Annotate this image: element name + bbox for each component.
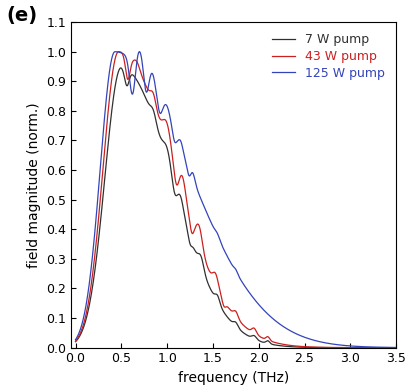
7 W pump bbox=[194, 250, 199, 255]
7 W pump bbox=[73, 339, 78, 344]
43 W pump bbox=[290, 343, 295, 348]
43 W pump bbox=[228, 308, 233, 313]
Line: 125 W pump: 125 W pump bbox=[76, 52, 396, 347]
43 W pump bbox=[194, 223, 199, 227]
43 W pump bbox=[73, 339, 78, 343]
125 W pump bbox=[201, 201, 206, 206]
125 W pump bbox=[157, 110, 162, 114]
7 W pump bbox=[90, 285, 95, 290]
Legend: 7 W pump, 43 W pump, 125 W pump: 7 W pump, 43 W pump, 125 W pump bbox=[268, 28, 390, 85]
43 W pump bbox=[201, 244, 206, 249]
7 W pump bbox=[228, 318, 233, 323]
125 W pump bbox=[394, 345, 399, 350]
7 W pump bbox=[118, 65, 123, 70]
7 W pump bbox=[394, 345, 399, 350]
7 W pump bbox=[290, 345, 295, 349]
125 W pump bbox=[290, 330, 295, 334]
43 W pump bbox=[116, 49, 121, 54]
43 W pump bbox=[90, 274, 95, 278]
7 W pump bbox=[157, 132, 162, 137]
125 W pump bbox=[137, 49, 142, 54]
7 W pump bbox=[201, 261, 206, 266]
43 W pump bbox=[157, 116, 162, 120]
125 W pump bbox=[228, 261, 233, 265]
125 W pump bbox=[194, 185, 199, 189]
Text: (e): (e) bbox=[6, 6, 37, 25]
Line: 43 W pump: 43 W pump bbox=[76, 52, 396, 348]
125 W pump bbox=[73, 337, 78, 342]
Y-axis label: field magnitude (norm.): field magnitude (norm.) bbox=[26, 102, 40, 268]
125 W pump bbox=[90, 255, 95, 260]
43 W pump bbox=[394, 345, 399, 350]
Line: 7 W pump: 7 W pump bbox=[76, 68, 396, 348]
X-axis label: frequency (THz): frequency (THz) bbox=[178, 371, 289, 385]
